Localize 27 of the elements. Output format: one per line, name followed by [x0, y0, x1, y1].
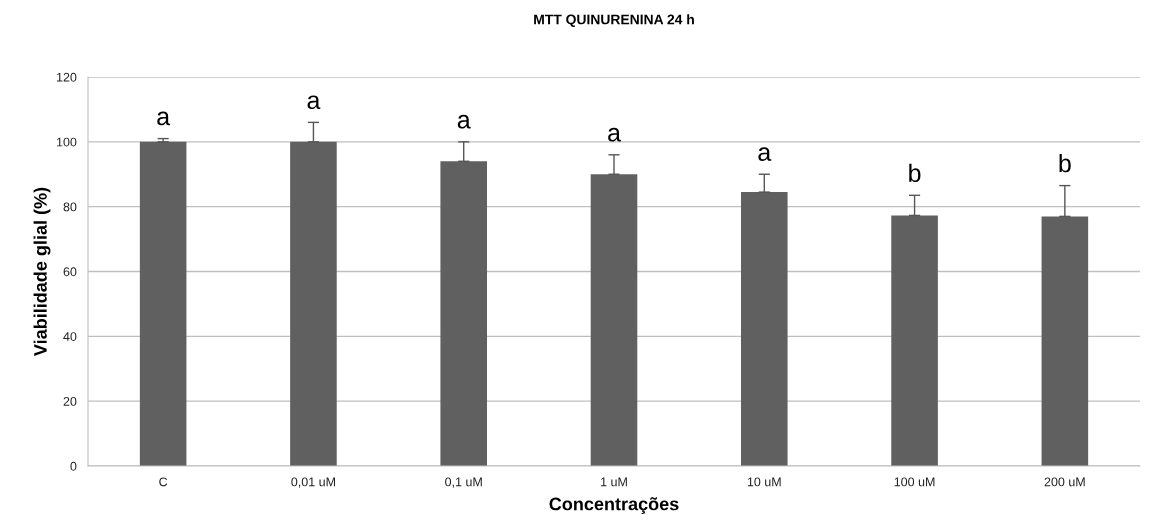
- annotation: b: [909, 163, 921, 183]
- annotation: a: [608, 127, 621, 142]
- x-tick-label: 0,01 uM: [291, 477, 335, 488]
- x-tick-label: C: [159, 477, 168, 487]
- x-axis-title: Concentrações: [549, 497, 679, 514]
- x-tick-label: 10 uM: [747, 477, 781, 487]
- x-tick-label: 1 uM: [601, 477, 627, 487]
- x-tick-label: 0,1 uM: [445, 477, 482, 488]
- bar: [740, 192, 788, 466]
- y-axis-title: Viabilidade glial (%): [33, 187, 51, 356]
- y-tick-label: 80: [63, 202, 77, 212]
- y-tick-label: 60: [63, 267, 77, 277]
- x-tick-label: 200 uM: [1044, 477, 1085, 487]
- chart-title: MTT QUINURENINA 24 h: [534, 14, 694, 27]
- x-tick-label: 100 uM: [894, 477, 935, 487]
- bar: [290, 141, 337, 466]
- annotation: a: [457, 114, 471, 129]
- y-tick-label: 0: [70, 461, 77, 471]
- annotation: a: [307, 95, 321, 110]
- annotation: a: [758, 147, 772, 161]
- y-tick-label: 120: [56, 72, 77, 82]
- annotation: b: [1059, 153, 1071, 173]
- y-tick-label: 40: [63, 332, 77, 341]
- y-tick-label: 100: [56, 137, 77, 147]
- bar: [139, 141, 187, 466]
- y-tick-label: 20: [63, 396, 77, 406]
- annotation: a: [157, 111, 171, 126]
